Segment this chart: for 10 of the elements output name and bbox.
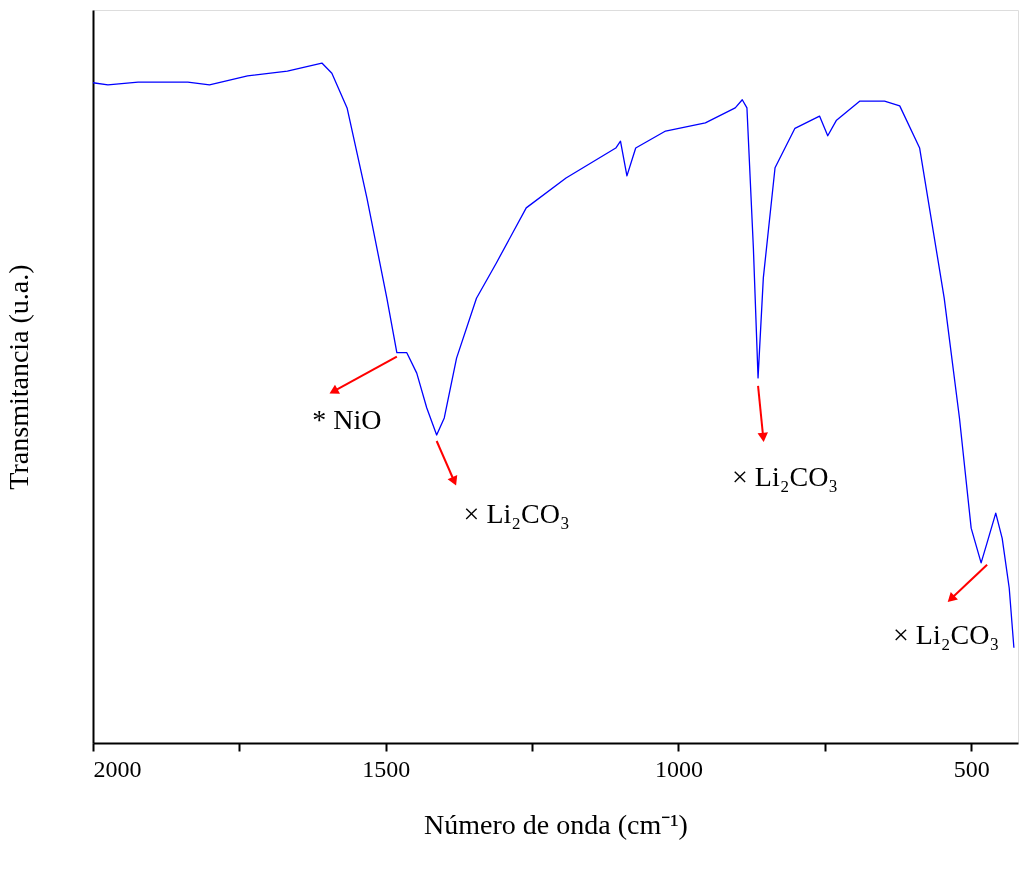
x-axis-title: Número de onda (cm⁻¹) (424, 808, 688, 840)
annotation: × Li₂CO₃ (893, 618, 1000, 650)
annotation: × Li₂CO₃ (463, 497, 570, 529)
y-axis-title: Transmitancia (u.a.) (2, 264, 34, 490)
annotation: * NiO (312, 403, 382, 435)
x-tick-label: 500 (953, 755, 990, 782)
x-tick-label: 1000 (654, 755, 703, 782)
x-tick-label: 1500 (362, 755, 411, 782)
annotation: × Li₂CO₃ (732, 460, 839, 492)
x-tick-label: 2000 (93, 755, 142, 782)
